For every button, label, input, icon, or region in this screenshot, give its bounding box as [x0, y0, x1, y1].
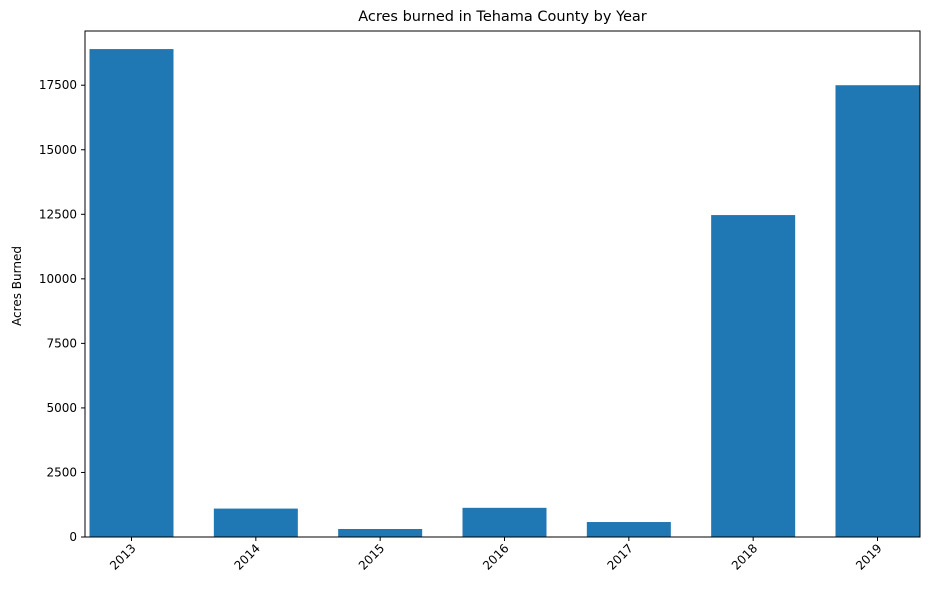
plot-frame: [84, 30, 921, 538]
x-tick-label: 2014: [231, 541, 262, 572]
x-tick-label: 2016: [480, 541, 511, 572]
x-tick-label: 2015: [356, 541, 387, 572]
x-tick-label: 2019: [853, 541, 884, 572]
x-tick-label: 2017: [604, 541, 635, 572]
y-axis-label: Acres Burned: [10, 246, 24, 326]
x-tick-label: 2018: [729, 541, 760, 572]
bar-2013: [89, 49, 174, 537]
bars-group: [89, 49, 920, 537]
y-tick-label: 15000: [39, 143, 77, 157]
bar-2014: [213, 508, 298, 537]
bar-2015: [338, 528, 423, 537]
bar-2018: [711, 215, 796, 537]
y-axis-ticks: 0 2500 5000 7500 10000 12500 15000 17500: [39, 78, 85, 544]
y-tick-label: 12500: [39, 207, 77, 221]
y-tick-label: 2500: [46, 465, 77, 479]
bar-2019: [835, 85, 920, 537]
y-tick-label: 0: [69, 530, 77, 544]
chart-title: Acres burned in Tehama County by Year: [358, 9, 647, 25]
x-axis-ticks: 2013 2014 2015 2016 2017 2018 2019: [107, 537, 885, 573]
x-tick-label: 2013: [107, 541, 138, 572]
y-tick-label: 17500: [39, 78, 77, 92]
y-tick-label: 5000: [46, 401, 77, 415]
y-tick-label: 10000: [39, 272, 77, 286]
y-tick-label: 7500: [46, 336, 77, 350]
bar-2017: [586, 522, 671, 537]
bar-2016: [462, 507, 547, 537]
